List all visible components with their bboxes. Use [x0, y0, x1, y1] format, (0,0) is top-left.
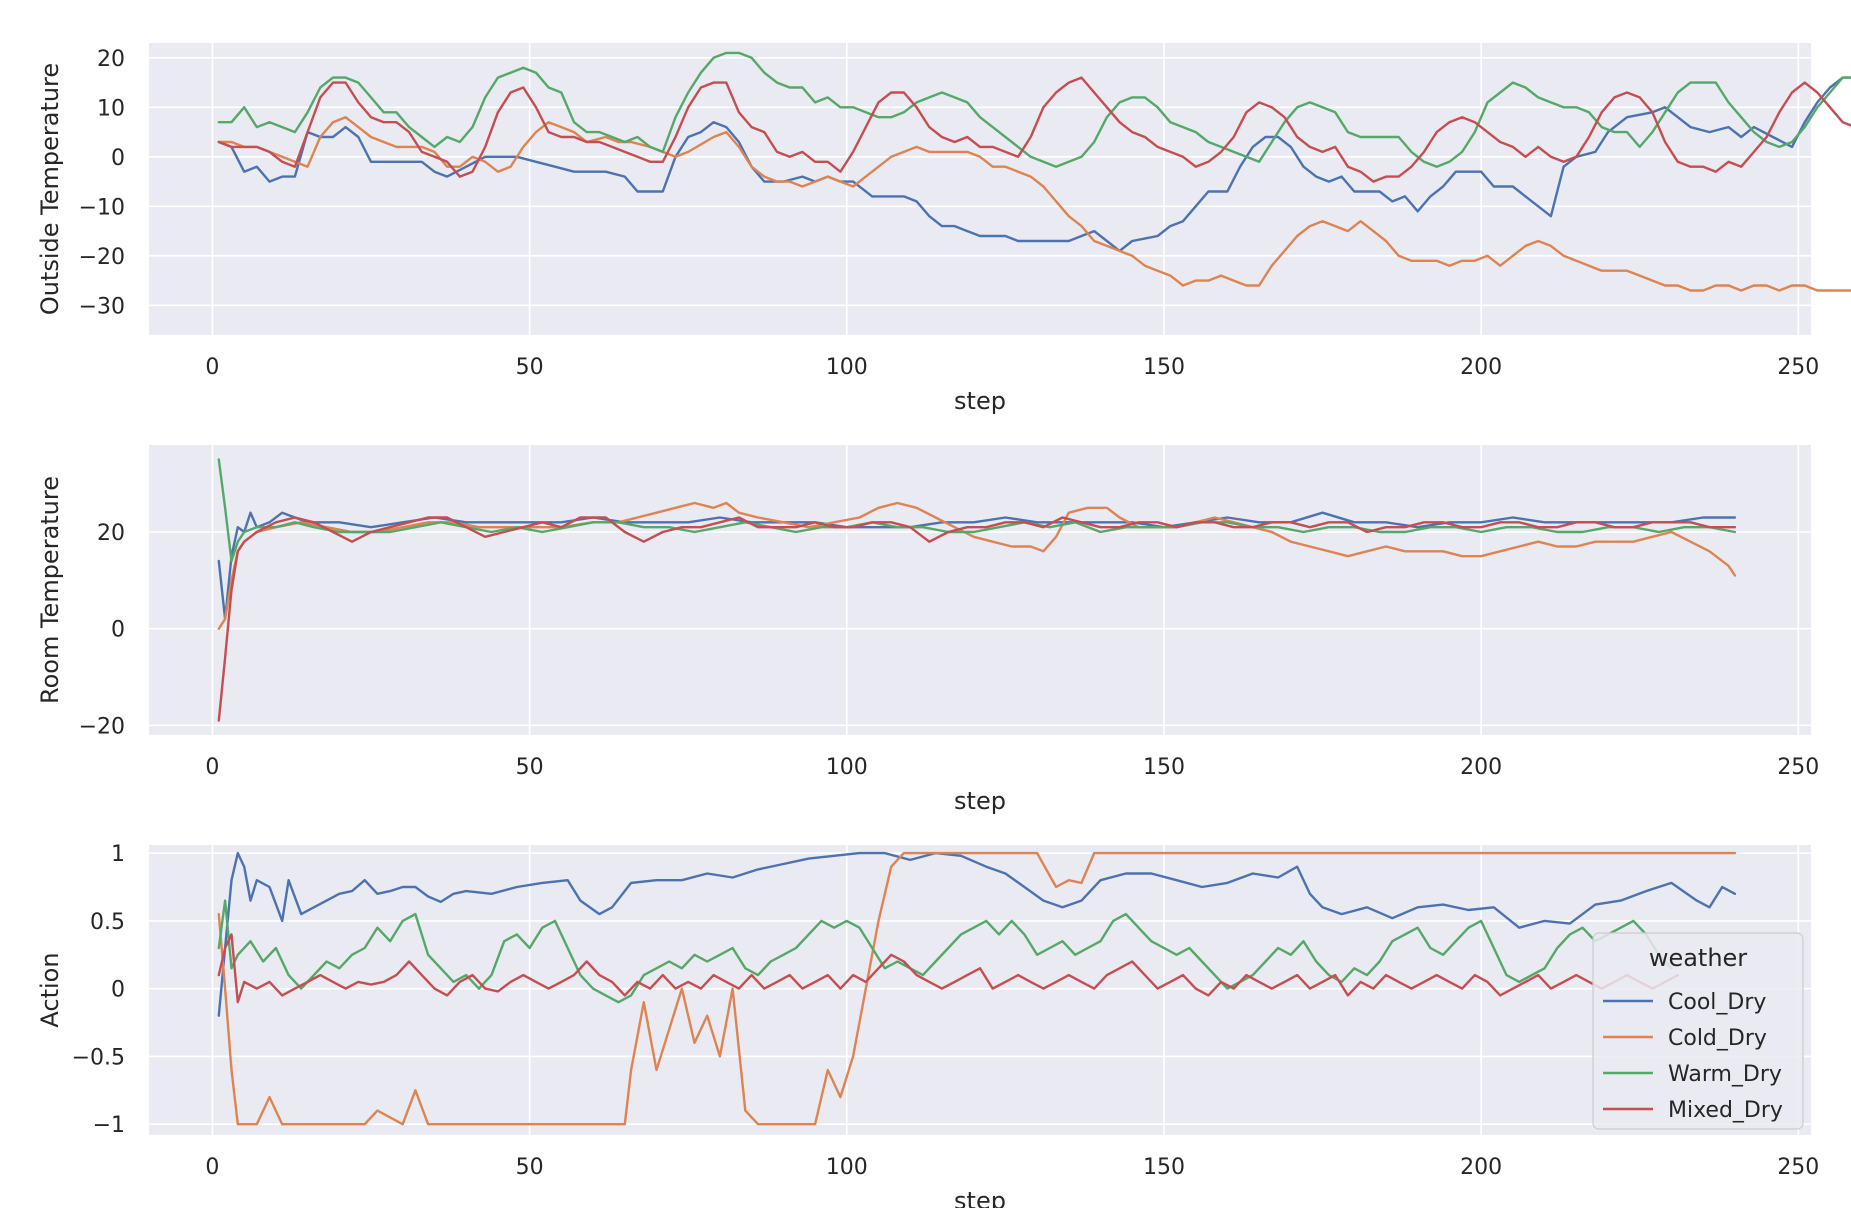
y-axis-label: Action: [36, 952, 64, 1027]
x-tick-label: 200: [1460, 755, 1502, 780]
x-axis-label: step: [954, 1187, 1006, 1208]
x-tick-label: 150: [1143, 1155, 1185, 1180]
x-tick-label: 250: [1777, 1155, 1819, 1180]
y-tick-label: −10: [79, 195, 125, 220]
x-tick-label: 200: [1460, 355, 1502, 380]
legend-label: Mixed_Dry: [1668, 1098, 1783, 1123]
x-tick-label: 100: [826, 355, 868, 380]
legend-title: weather: [1649, 944, 1747, 972]
series-line-cold-dry: [217, 851, 1737, 1126]
y-tick-label: −20: [79, 245, 125, 270]
series-line-warm-dry: [217, 899, 1673, 1004]
legend-box: [1592, 932, 1804, 1130]
series-line-cool-dry: [217, 76, 1851, 253]
x-tick-label: 200: [1460, 1155, 1502, 1180]
x-tick-label: 150: [1143, 355, 1185, 380]
y-tick-label: −20: [79, 714, 125, 739]
plot-area: [149, 43, 1811, 335]
legend-label: Cold_Dry: [1668, 1026, 1767, 1051]
x-tick-label: 250: [1777, 755, 1819, 780]
panel-1: 0 50 100 150 200 25020100−10−20−30stepOutside…: [36, 43, 1851, 415]
series-line-warm-dry: [217, 51, 1851, 168]
x-tick-label: 50: [516, 355, 544, 380]
legend: weather Cool_Dry Cold_Dry Warm_Dry Mixed_Dry: [1592, 932, 1804, 1130]
series-line-mixed-dry: [217, 933, 1679, 1004]
plot-area: [149, 445, 1811, 735]
x-tick-label: 100: [826, 755, 868, 780]
y-tick-label: 0: [111, 146, 125, 171]
y-tick-label: −0.5: [72, 1045, 125, 1070]
x-tick-label: 50: [516, 755, 544, 780]
x-tick-label: 50: [516, 1155, 544, 1180]
x-tick-label: 250: [1777, 355, 1819, 380]
y-tick-label: 0: [111, 978, 125, 1003]
legend-label: Warm_Dry: [1668, 1062, 1782, 1087]
x-tick-label: 100: [826, 1155, 868, 1180]
y-tick-label: 20: [97, 521, 125, 546]
x-tick-label: 0: [205, 1155, 219, 1180]
y-tick-label: 0: [111, 618, 125, 643]
x-axis-label: step: [954, 387, 1006, 415]
y-tick-label: −1: [93, 1113, 125, 1138]
series-line-cool-dry: [217, 851, 1737, 1017]
x-axis-label: step: [954, 787, 1006, 815]
x-tick-label: 0: [205, 755, 219, 780]
y-tick-label: 0.5: [90, 910, 125, 935]
x-tick-label: 150: [1143, 755, 1185, 780]
y-axis-label: Room Temperature: [36, 476, 64, 704]
y-tick-label: 1: [111, 842, 125, 867]
y-axis-label: Outside Temperature: [36, 63, 64, 315]
x-tick-label: 0: [205, 355, 219, 380]
plot-area: [149, 845, 1811, 1135]
series-line-mixed-dry: [217, 516, 1737, 722]
y-tick-label: 20: [97, 47, 125, 72]
y-tick-label: 10: [97, 96, 125, 121]
y-tick-label: −30: [79, 294, 125, 319]
panel-3: 0 50 100 150 200 250 1 0.5 0 −0.5 −1 step Action: [36, 842, 1819, 1208]
series-line-warm-dry: [217, 458, 1737, 563]
series-line-mixed-dry: [217, 76, 1851, 183]
series-line-cold-dry: [217, 116, 1851, 292]
legend-label: Cool_Dry: [1668, 990, 1766, 1015]
